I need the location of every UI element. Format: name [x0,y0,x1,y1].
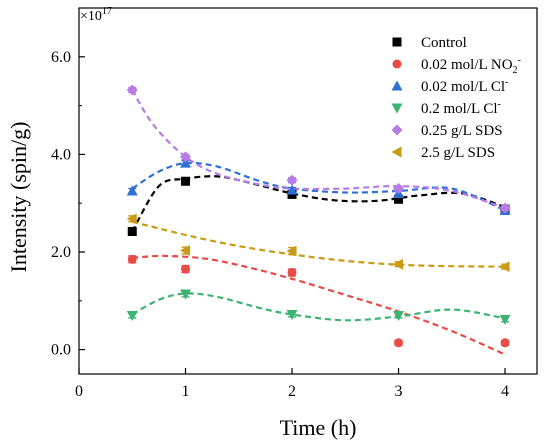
point-marker [286,174,298,186]
x-tick-label: 1 [182,383,190,400]
legend-entry: 0.02 mol/L NO2- [392,55,521,76]
data-markers [126,84,511,348]
data-point [499,202,511,214]
data-point [500,338,510,348]
legend-entry: 2.5 g/L SDS [391,145,495,161]
legend-label: 0.02 mol/L NO2- [421,55,521,76]
y-axis-multiplier: ×1017 [80,6,112,24]
data-point [499,314,511,325]
legend-label: 0.25 g/L SDS [421,123,503,139]
data-point [286,184,298,195]
data-point [286,174,298,186]
data-point [126,213,137,225]
x-tick-label: 3 [395,383,403,400]
legend-label: Control [421,35,467,51]
point-marker [286,309,298,320]
data-point [499,261,510,273]
point-marker [127,227,137,237]
y-multiplier-base: ×10 [80,9,102,24]
point-marker [181,264,191,274]
point-marker [126,84,138,96]
point-marker [393,310,405,321]
point-marker [393,183,405,195]
legend-marker [391,124,403,136]
legend-entry: 0.25 g/L SDS [391,123,503,139]
legend-entry: 0.02 mol/L Cl- [391,77,508,95]
point-marker [500,338,510,348]
point-marker [126,310,138,321]
legend-label: 0.02 mol/L Cl- [421,77,508,95]
data-point [393,258,404,270]
point-marker [394,338,404,348]
point-marker [180,289,192,300]
legend-marker [392,37,402,47]
data-point [286,309,298,320]
legend-entry: 0.2 mol/L Cl- [391,99,501,117]
point-marker [180,157,192,168]
point-marker [499,314,511,325]
point-marker [499,202,511,214]
legend-marker [391,146,402,158]
legend: Control 0.02 mol/L NO2-0.02 mol/L Cl- 0.2 … [391,35,521,161]
point-marker [127,254,137,264]
data-point [127,254,137,264]
y-tick-label: 2.0 [51,244,71,261]
data-point [394,338,404,348]
x-tick-label: 4 [501,383,509,400]
data-point [286,245,297,257]
point-marker [394,194,404,204]
legend-label: 0.2 mol/L Cl- [421,99,501,117]
y-tick-label: 6.0 [51,49,71,66]
fit-curve-2 [131,161,506,212]
fit-curve-4 [131,89,506,210]
point-marker [393,258,404,270]
legend-marker [391,103,403,114]
plot-frame [78,7,538,375]
point-marker [499,261,510,273]
data-point [181,264,191,274]
data-point [180,151,192,163]
data-point [393,183,405,195]
y-tick-label: 4.0 [51,146,71,163]
point-marker [286,245,297,257]
legend-label: 2.5 g/L SDS [421,145,495,161]
data-point [287,267,297,277]
y-multiplier-exponent: 17 [102,6,112,17]
x-axis-title: Time (h) [280,415,357,440]
data-point [180,289,192,300]
fit-curve-3 [131,292,506,322]
data-point [126,84,138,96]
point-marker [180,151,192,163]
fit-curve-5 [132,220,506,268]
point-marker [180,245,191,257]
y-axis-title: Intensity (spin/g) [6,122,31,273]
point-marker [181,176,191,186]
point-marker [126,213,137,225]
data-point [393,310,405,321]
fit-curve-1 [132,254,506,356]
point-marker [126,185,138,196]
data-point [127,227,137,237]
data-point [126,185,138,196]
axes: 0 1 2 3 4 0.0 2.0 4.0 6.0 [51,7,538,400]
legend-entry: Control [392,35,467,51]
x-tick-label: 0 [75,383,83,400]
data-point [126,310,138,321]
fit-curve-0 [131,175,506,233]
data-point [181,176,191,186]
legend-marker [391,80,403,91]
x-tick-label: 2 [288,383,296,400]
legend-marker [392,59,402,69]
point-marker [286,184,298,195]
fit-curves [131,89,506,356]
point-marker [287,267,297,277]
data-point [180,245,191,257]
y-tick-label: 0.0 [51,342,71,359]
